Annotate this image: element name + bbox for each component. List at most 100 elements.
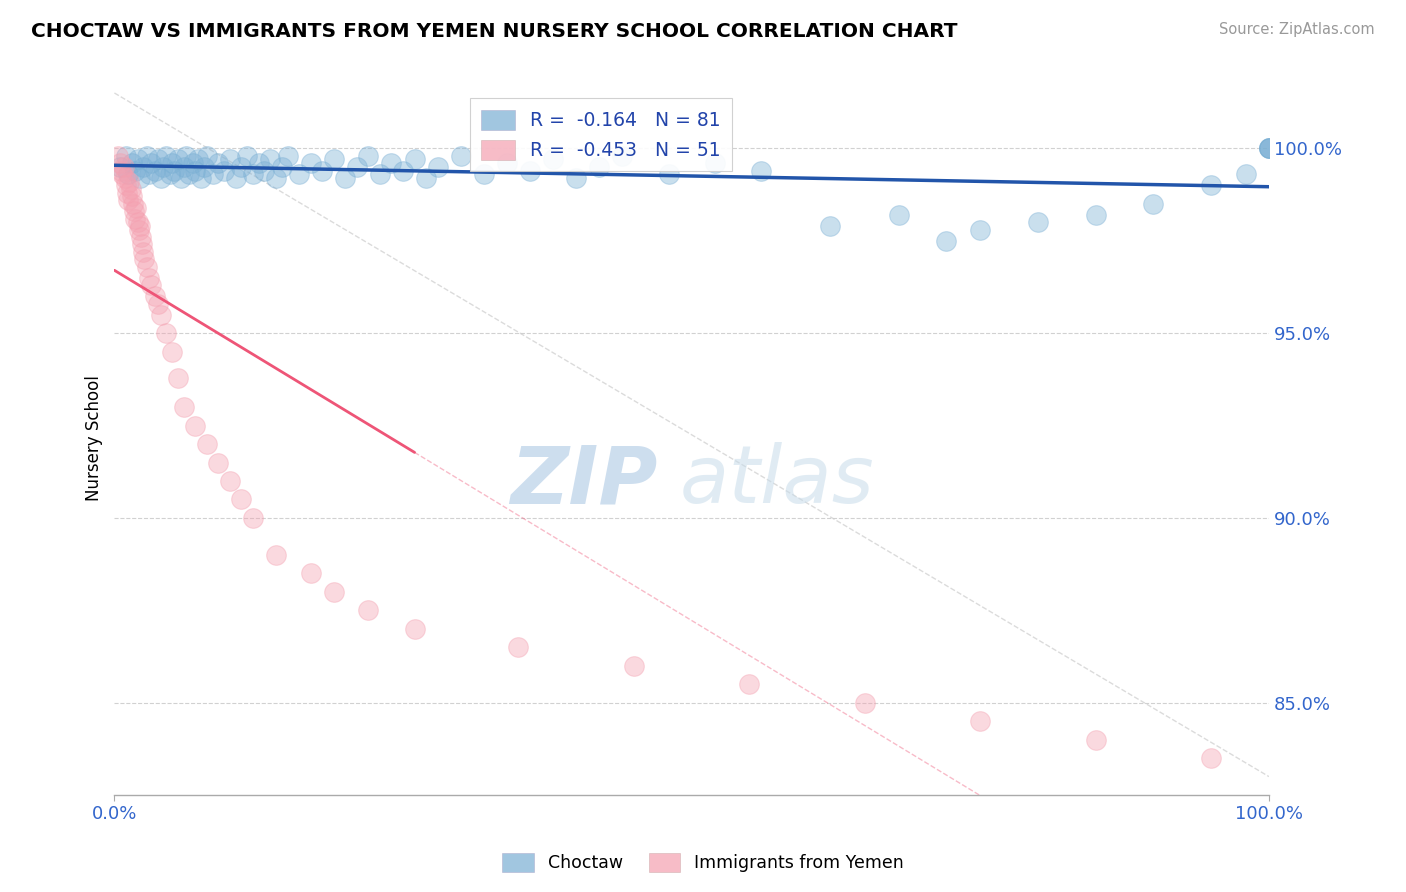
Point — [128, 219, 150, 233]
Point — [236, 149, 259, 163]
Point — [1234, 167, 1257, 181]
Point — [127, 153, 149, 167]
Point — [107, 149, 129, 163]
Point — [612, 149, 634, 163]
Point — [124, 163, 146, 178]
Point — [1084, 732, 1107, 747]
Point — [426, 160, 449, 174]
Point — [818, 219, 841, 233]
Point — [117, 193, 139, 207]
Point — [565, 171, 588, 186]
Point — [368, 167, 391, 181]
Point — [112, 160, 135, 174]
Point — [472, 167, 495, 181]
Point — [1142, 197, 1164, 211]
Point — [218, 153, 240, 167]
Point — [335, 171, 357, 186]
Point — [122, 204, 145, 219]
Point — [118, 175, 141, 189]
Point — [738, 677, 761, 691]
Point — [299, 566, 322, 581]
Point — [132, 244, 155, 259]
Point — [127, 215, 149, 229]
Point — [141, 156, 163, 170]
Point — [155, 326, 177, 341]
Point — [181, 156, 204, 170]
Point — [128, 171, 150, 186]
Text: atlas: atlas — [681, 442, 875, 520]
Point — [167, 370, 190, 384]
Point — [128, 223, 150, 237]
Point — [259, 153, 281, 167]
Point — [1084, 208, 1107, 222]
Point — [253, 163, 276, 178]
Point — [288, 167, 311, 181]
Point — [207, 455, 229, 469]
Point — [277, 149, 299, 163]
Point — [134, 252, 156, 267]
Point — [264, 171, 287, 186]
Point — [322, 153, 344, 167]
Point — [935, 234, 957, 248]
Point — [242, 511, 264, 525]
Y-axis label: Nursery School: Nursery School — [86, 376, 103, 501]
Point — [1258, 141, 1281, 155]
Point — [299, 156, 322, 170]
Point — [207, 156, 229, 170]
Point — [117, 167, 139, 181]
Point — [173, 400, 195, 414]
Point — [179, 167, 201, 181]
Point — [195, 437, 218, 451]
Point — [749, 163, 772, 178]
Point — [115, 186, 138, 200]
Point — [124, 211, 146, 226]
Point — [357, 603, 380, 617]
Point — [111, 167, 134, 181]
Point — [357, 149, 380, 163]
Point — [138, 167, 160, 181]
Text: ZIP: ZIP — [509, 442, 657, 520]
Point — [148, 153, 170, 167]
Point — [623, 658, 645, 673]
Point — [174, 149, 197, 163]
Point — [247, 156, 270, 170]
Point — [121, 156, 143, 170]
Point — [508, 640, 530, 655]
Point — [108, 160, 131, 174]
Point — [138, 270, 160, 285]
Point — [242, 167, 264, 181]
Point — [218, 474, 240, 488]
Legend: Choctaw, Immigrants from Yemen: Choctaw, Immigrants from Yemen — [495, 846, 911, 879]
Point — [122, 197, 145, 211]
Point — [311, 163, 333, 178]
Point — [114, 171, 136, 186]
Point — [1199, 178, 1222, 193]
Point — [225, 171, 247, 186]
Point — [159, 167, 181, 181]
Point — [149, 308, 172, 322]
Point — [141, 278, 163, 293]
Point — [152, 160, 174, 174]
Point — [322, 584, 344, 599]
Point — [129, 230, 152, 244]
Point — [212, 163, 235, 178]
Point — [110, 163, 132, 178]
Point — [1258, 141, 1281, 155]
Point — [231, 492, 253, 507]
Point — [186, 153, 208, 167]
Legend: R =  -0.164   N = 81, R =  -0.453   N = 51: R = -0.164 N = 81, R = -0.453 N = 51 — [470, 98, 733, 171]
Point — [541, 153, 564, 167]
Point — [115, 178, 138, 193]
Point — [190, 171, 212, 186]
Point — [135, 149, 157, 163]
Point — [703, 156, 725, 170]
Point — [163, 163, 186, 178]
Point — [143, 289, 166, 303]
Point — [1199, 751, 1222, 765]
Point — [125, 201, 148, 215]
Point — [155, 149, 177, 163]
Point — [148, 296, 170, 310]
Point — [346, 160, 368, 174]
Text: Source: ZipAtlas.com: Source: ZipAtlas.com — [1219, 22, 1375, 37]
Point — [1258, 141, 1281, 155]
